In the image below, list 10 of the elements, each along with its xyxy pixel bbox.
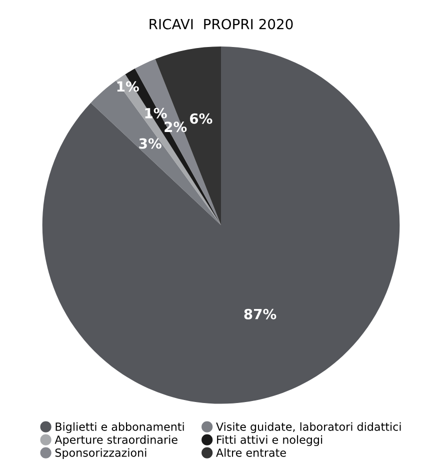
legend-label: Fitti attivi e noleggi	[217, 435, 322, 446]
data-label: 87%	[244, 308, 276, 320]
data-label: 3%	[139, 138, 162, 149]
legend-label: Altre entrate	[216, 448, 286, 457]
legend-label: Biglietti e abbonamenti	[56, 422, 184, 434]
chart-title: RICAVI PROPRI 2020	[150, 18, 293, 30]
legend-label: Visite guidate, laboratori didattici	[216, 422, 401, 434]
data-label: 6%	[190, 113, 212, 124]
legend-label: Aperture straordinarie	[54, 435, 178, 446]
legend-label: Sponsorizzazioni	[55, 448, 146, 459]
